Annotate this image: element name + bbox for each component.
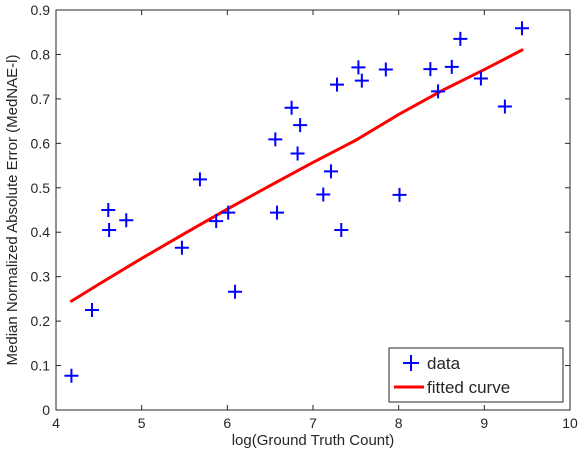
data-point bbox=[378, 62, 393, 77]
data-point bbox=[323, 164, 338, 179]
data-point bbox=[316, 187, 331, 202]
data-point bbox=[334, 223, 349, 237]
legend-label-fitted-curve: fitted curve bbox=[427, 378, 510, 397]
y-tick-label: 0 bbox=[42, 402, 50, 418]
data-point bbox=[473, 71, 488, 86]
data-point bbox=[268, 132, 283, 147]
legend-box bbox=[388, 347, 564, 403]
data-point bbox=[293, 118, 308, 133]
data-point bbox=[431, 84, 446, 99]
y-axis-label: Median Normalized Absolute Error (MedNAE… bbox=[4, 55, 21, 366]
y-tick-label: 0.7 bbox=[31, 91, 51, 107]
x-tick-label: 6 bbox=[223, 415, 231, 431]
y-tick-label: 0.3 bbox=[31, 269, 51, 285]
legend-label-data: data bbox=[427, 354, 461, 373]
x-tick-label: 8 bbox=[395, 415, 403, 431]
data-point bbox=[453, 31, 468, 46]
data-point bbox=[351, 60, 366, 75]
legend-plus-marker bbox=[403, 355, 419, 371]
data-points-series bbox=[64, 21, 530, 383]
y-tick-label: 0.1 bbox=[31, 358, 51, 374]
x-tick-label: 7 bbox=[309, 415, 317, 431]
x-axis-label: log(Ground Truth Count) bbox=[232, 432, 395, 449]
data-point bbox=[423, 62, 438, 77]
data-point bbox=[444, 59, 459, 74]
x-tick-label: 5 bbox=[138, 415, 146, 431]
data-point bbox=[102, 223, 117, 237]
data-point bbox=[354, 73, 369, 88]
fitted-curve-series bbox=[69, 48, 524, 303]
legend-entry-fitted-curve: fitted curve bbox=[394, 378, 510, 397]
data-point bbox=[290, 146, 305, 161]
x-tick-label: 9 bbox=[480, 415, 488, 431]
y-tick-label: 0.9 bbox=[31, 2, 51, 18]
plot-area bbox=[55, 9, 571, 411]
data-point bbox=[64, 368, 79, 383]
data-point bbox=[119, 213, 134, 228]
data-point bbox=[497, 99, 512, 114]
y-tick-label: 0.5 bbox=[31, 180, 51, 196]
data-point bbox=[101, 203, 116, 217]
y-tick-label: 0.8 bbox=[31, 46, 51, 62]
axis-ticks bbox=[55, 9, 571, 411]
y-tick-label: 0.2 bbox=[31, 313, 51, 329]
y-tick-label: 0.6 bbox=[31, 135, 51, 151]
data-point bbox=[174, 240, 189, 255]
legend: data fitted curve bbox=[388, 347, 564, 403]
data-point bbox=[209, 214, 224, 229]
axis-tick-labels: 4 5 6 7 8 9 10 0 0.1 0.2 0.3 0.4 0.5 0.6 0.7 0.8 0.9 bbox=[31, 2, 578, 431]
data-point bbox=[284, 100, 299, 115]
y-tick-label: 0.4 bbox=[31, 224, 51, 240]
fitted-curve-line bbox=[69, 48, 524, 303]
x-tick-label: 4 bbox=[52, 415, 60, 431]
data-point bbox=[84, 303, 99, 317]
data-point bbox=[270, 205, 285, 220]
data-point bbox=[192, 172, 207, 187]
data-point bbox=[329, 77, 344, 92]
data-point bbox=[221, 205, 236, 220]
data-point bbox=[392, 187, 407, 202]
legend-entry-data: data bbox=[403, 354, 461, 373]
x-tick-label: 10 bbox=[562, 415, 578, 431]
data-point bbox=[228, 284, 243, 299]
data-point bbox=[515, 21, 530, 36]
